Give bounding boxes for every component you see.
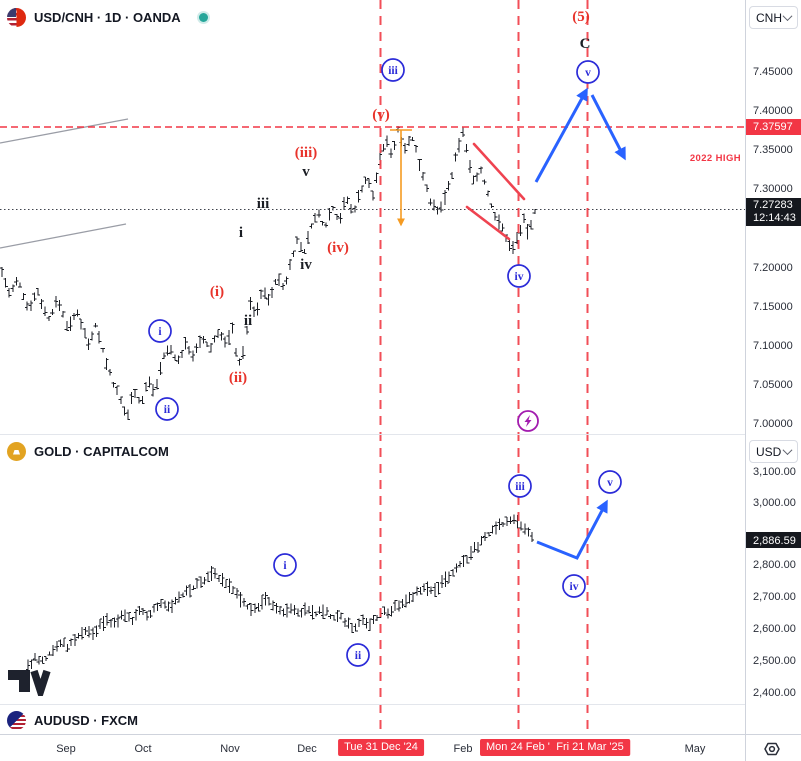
svg-text:(5): (5) — [572, 9, 590, 25]
price-tick-label: 7.05000 — [753, 379, 793, 391]
price-bars-USDCNH — [0, 126, 537, 421]
price-tick-label: 7.20000 — [753, 262, 793, 274]
svg-text:(iv): (iv) — [327, 240, 349, 256]
svg-text:i: i — [283, 560, 287, 572]
price-tick-label: 3,000.00 — [753, 497, 796, 509]
svg-text:iv: iv — [300, 257, 312, 273]
svg-text:iii: iii — [257, 196, 270, 212]
svg-text:ii: ii — [355, 650, 362, 662]
red-channel-lines[interactable] — [465, 142, 526, 241]
time-axis-month-label: Dec — [297, 742, 317, 755]
last-price-badge-usdcnh: 7.27283 12:14:43 — [746, 198, 801, 226]
wave-labels-red[interactable]: (5) (v) (iii) (iv) (i) (ii) — [210, 9, 590, 386]
price-tick-label: 7.30000 — [753, 183, 793, 195]
svg-text:v: v — [302, 164, 310, 180]
forecast-arrows-usdcnh[interactable] — [534, 87, 626, 183]
svg-text:C: C — [580, 36, 591, 52]
usdcnh-flag-icon — [7, 8, 26, 27]
market-status-icon — [198, 13, 208, 22]
svg-text:ii: ii — [164, 404, 171, 416]
symbol-title-usdcnh[interactable]: USD/CNH · 1D · OANDA — [34, 10, 181, 25]
svg-text:iii: iii — [388, 65, 398, 77]
symbol-header-gold[interactable]: GOLD · CAPITALCOM — [5, 440, 177, 463]
time-axis-separator — [745, 735, 746, 761]
forecast-arrow-gold[interactable] — [536, 499, 608, 560]
time-axis-month-label: Oct — [134, 742, 152, 755]
high-price-badge: 7.37597 — [746, 119, 801, 135]
price-tick-label: 7.40000 — [753, 105, 793, 117]
svg-text:v: v — [585, 67, 591, 79]
price-range-tool[interactable] — [390, 129, 412, 227]
time-axis-month-label: May — [684, 742, 706, 755]
price-tick-label: 7.00000 — [753, 418, 793, 430]
svg-text:(iii): (iii) — [295, 145, 318, 161]
price-tick-label: 7.35000 — [753, 144, 793, 156]
price-tick-label: 7.15000 — [753, 301, 793, 313]
last-price-badge-gold: 2,886.59 — [746, 532, 801, 548]
symbol-header-audusd[interactable]: AUDUSD · FXCM — [5, 709, 146, 732]
price-tick-label: 7.45000 — [753, 66, 793, 78]
currency-dropdown-cnh[interactable]: CNH — [749, 6, 798, 29]
price-tick-label: 2,500.00 — [753, 655, 796, 667]
price-tick-label: 7.10000 — [753, 340, 793, 352]
symbol-title-audusd[interactable]: AUDUSD · FXCM — [34, 713, 138, 728]
tradingview-logo — [8, 669, 51, 696]
gold-flag-icon — [7, 442, 26, 461]
currency-value-usd: USD — [756, 444, 782, 459]
price-tick-label: 2,400.00 — [753, 687, 796, 699]
high-2022-note: 2022 HIGH — [690, 153, 741, 164]
chevron-down-icon — [782, 445, 793, 456]
time-axis-date-badge: Tue 31 Dec '24 — [338, 739, 424, 756]
currency-value-cnh: CNH — [756, 10, 782, 25]
price-bars-GOLD — [25, 514, 535, 671]
svg-text:v: v — [607, 477, 613, 489]
price-tick-label: 2,700.00 — [753, 591, 796, 603]
svg-text:i: i — [158, 326, 162, 338]
time-axis-settings-icon[interactable] — [762, 739, 782, 759]
svg-text:iii: iii — [515, 481, 525, 493]
svg-text:(i): (i) — [210, 284, 224, 300]
time-axis-date-badge: Mon 24 Feb '2 — [480, 739, 562, 756]
pane-divider-gold[interactable] — [0, 434, 801, 435]
symbol-title-gold[interactable]: GOLD · CAPITALCOM — [34, 444, 169, 459]
time-axis-month-label: Feb — [453, 742, 473, 755]
svg-text:(v): (v) — [372, 107, 390, 123]
price-tick-label: 2,800.00 — [753, 559, 796, 571]
svg-text:iv: iv — [515, 271, 524, 283]
price-tick-label: 3,100.00 — [753, 466, 796, 478]
svg-text:(ii): (ii) — [229, 370, 247, 386]
svg-text:i: i — [239, 225, 243, 241]
time-axis-month-label: Nov — [220, 742, 240, 755]
bar-countdown: 12:14:43 — [753, 212, 796, 224]
price-tick-label: 2,600.00 — [753, 623, 796, 635]
time-axis-month-label: Sep — [56, 742, 76, 755]
event-lightning-icon[interactable] — [517, 410, 539, 432]
symbol-header-usdcnh[interactable]: USD/CNH · 1D · OANDA — [5, 6, 216, 29]
vertical-date-lines[interactable] — [379, 0, 589, 734]
chevron-down-icon — [782, 11, 793, 22]
currency-dropdown-usd[interactable]: USD — [749, 440, 798, 463]
time-axis[interactable]: Sep Oct Nov Dec Feb May Tue 31 Dec '24 Mon 24 F… — [0, 734, 801, 761]
last-price-value: 7.27283 — [753, 199, 793, 211]
audusd-flag-icon — [7, 711, 26, 730]
svg-text:ii: ii — [244, 313, 252, 329]
price-axis[interactable]: CNH USD 7.45000 7.40000 7.35000 7.30000 7.20… — [745, 0, 801, 734]
pane-divider-audusd[interactable] — [0, 704, 801, 705]
time-axis-date-badge: Fri 21 Mar '25 — [550, 739, 630, 756]
gray-trendlines — [0, 118, 129, 249]
svg-text:iv: iv — [570, 581, 579, 593]
